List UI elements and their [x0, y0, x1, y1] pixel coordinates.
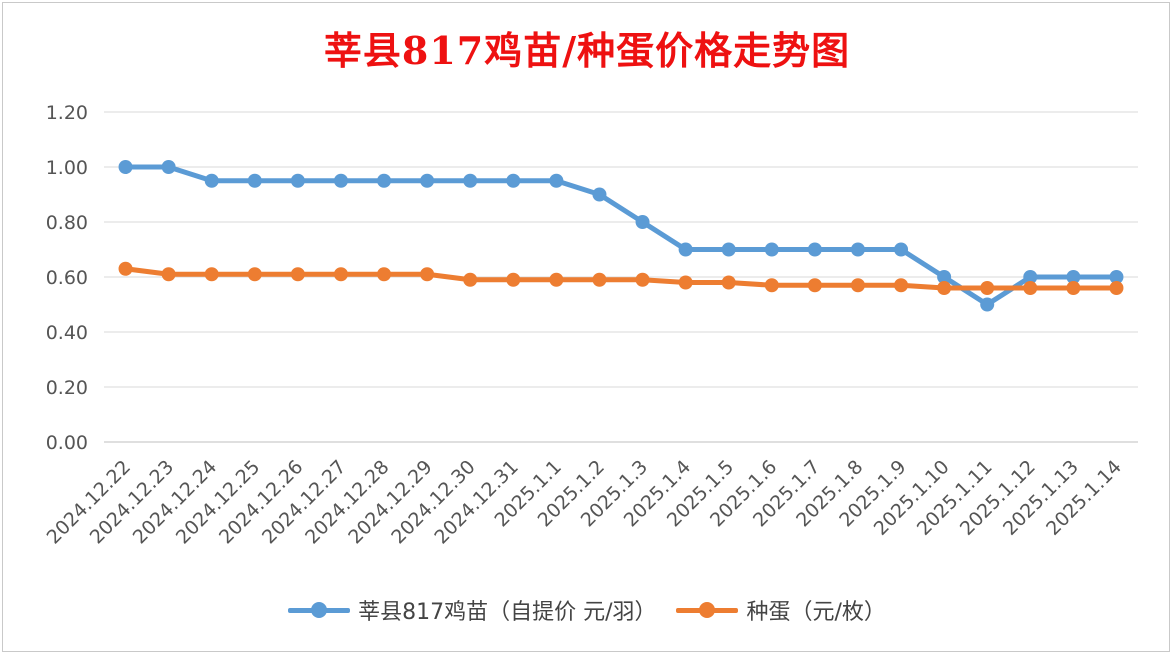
data-point-s1-2[interactable] [204, 267, 219, 282]
data-point-s1-16[interactable] [807, 278, 822, 293]
data-point-s0-2[interactable] [204, 173, 219, 188]
data-point-s0-22[interactable] [1066, 270, 1081, 284]
chart-title: 莘县817鸡苗/种蛋价格走势图 [323, 28, 851, 73]
y-axis-ticks: 0.00 0.20 0.40 0.60 0.80 1.00 1.20 [46, 102, 88, 454]
data-point-s0-6[interactable] [377, 173, 392, 188]
series-line-1 [123, 266, 1119, 291]
data-point-s1-17[interactable] [850, 278, 865, 293]
data-point-s0-1[interactable] [161, 160, 176, 174]
data-point-s0-11[interactable] [592, 187, 607, 202]
data-point-s0-0[interactable] [118, 160, 133, 174]
data-point-s0-8[interactable] [463, 173, 478, 188]
gridlines [104, 111, 1138, 443]
data-point-s1-0[interactable] [118, 261, 133, 276]
data-point-s1-12[interactable] [635, 272, 650, 287]
legend-swatch-chick [288, 600, 351, 620]
legend-label-egg: 种蛋（元/枚） [746, 600, 886, 625]
y-tick-label: 1.20 [46, 102, 88, 124]
data-point-s1-20[interactable] [980, 281, 995, 295]
data-point-s0-13[interactable] [678, 242, 693, 257]
legend-label-chick: 莘县817鸡苗（自提价 元/羽） [358, 600, 657, 625]
data-point-s0-4[interactable] [290, 173, 305, 188]
data-point-s0-23[interactable] [1109, 270, 1124, 284]
data-point-s0-3[interactable] [247, 173, 262, 188]
y-tick-label: 0.00 [46, 432, 88, 454]
data-point-s1-18[interactable] [894, 278, 909, 293]
data-point-s1-21[interactable] [1023, 281, 1038, 295]
data-point-s1-14[interactable] [721, 275, 736, 290]
x-axis-ticks: 2024.12.222024.12.232024.12.242024.12.25… [43, 456, 1126, 548]
legend-item-chick[interactable]: 莘县817鸡苗（自提价 元/羽） [288, 594, 656, 626]
data-point-s1-6[interactable] [377, 267, 392, 282]
data-point-s1-7[interactable] [420, 267, 435, 282]
data-point-s0-12[interactable] [635, 215, 650, 229]
data-point-s0-20[interactable] [980, 297, 995, 312]
data-point-s0-21[interactable] [1023, 270, 1038, 284]
y-tick-label: 1.00 [46, 157, 88, 179]
y-tick-label: 0.40 [46, 322, 88, 344]
data-point-s1-10[interactable] [549, 272, 564, 287]
data-point-s1-4[interactable] [290, 267, 305, 282]
data-point-s1-15[interactable] [764, 278, 779, 293]
data-point-s0-17[interactable] [850, 242, 865, 257]
data-point-s1-13[interactable] [678, 275, 693, 290]
data-point-s0-5[interactable] [333, 173, 348, 188]
data-point-s0-16[interactable] [807, 242, 822, 257]
legend-swatch-egg [676, 600, 739, 620]
y-tick-label: 0.80 [46, 212, 88, 234]
y-tick-label: 0.60 [46, 267, 88, 289]
data-point-s1-19[interactable] [937, 281, 952, 295]
data-point-s1-8[interactable] [463, 272, 478, 287]
series-line-0 [123, 164, 1119, 307]
data-point-s1-11[interactable] [592, 272, 607, 287]
data-point-s0-18[interactable] [894, 242, 909, 257]
legend-item-egg[interactable]: 种蛋（元/枚） [676, 594, 886, 626]
data-point-s0-14[interactable] [721, 242, 736, 257]
data-point-s1-22[interactable] [1066, 281, 1081, 295]
data-point-s1-1[interactable] [161, 267, 176, 282]
data-point-s0-19[interactable] [937, 270, 952, 284]
y-tick-label: 0.20 [46, 377, 88, 399]
data-point-s1-23[interactable] [1109, 281, 1124, 295]
data-point-s0-10[interactable] [549, 173, 564, 188]
data-point-s0-15[interactable] [764, 242, 779, 257]
data-point-s1-9[interactable] [506, 272, 521, 287]
series-layer [118, 160, 1124, 312]
data-point-s1-5[interactable] [333, 267, 348, 282]
data-point-s0-9[interactable] [506, 173, 521, 188]
legend: 莘县817鸡苗（自提价 元/羽） 种蛋（元/枚） [0, 594, 1174, 626]
data-point-s0-7[interactable] [420, 173, 435, 188]
data-point-s1-3[interactable] [247, 267, 262, 282]
